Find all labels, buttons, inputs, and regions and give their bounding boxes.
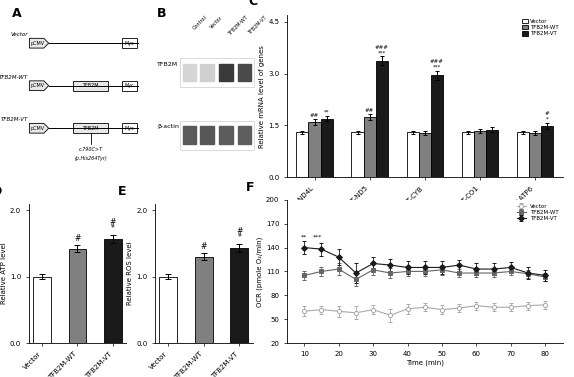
- Y-axis label: Relative ROS level: Relative ROS level: [127, 242, 133, 305]
- Bar: [461, 132, 474, 177]
- Bar: [296, 132, 308, 177]
- Text: TFB2M: TFB2M: [157, 62, 179, 67]
- Bar: [541, 126, 553, 177]
- Text: #: #: [74, 234, 81, 244]
- Bar: [180, 121, 254, 150]
- Text: ###: ###: [430, 60, 444, 64]
- Y-axis label: OCR (pmole O₂/min): OCR (pmole O₂/min): [257, 236, 263, 307]
- Bar: [219, 64, 233, 81]
- Text: pCMV: pCMV: [30, 83, 44, 88]
- Bar: [183, 127, 196, 144]
- Text: Control: Control: [192, 15, 208, 31]
- Text: TFB2M-VT: TFB2M-VT: [247, 15, 267, 35]
- Bar: [104, 239, 122, 343]
- Text: c.790C>T: c.790C>T: [79, 147, 103, 152]
- Text: *: *: [546, 117, 549, 122]
- Text: B: B: [157, 7, 167, 20]
- Polygon shape: [29, 38, 49, 48]
- Text: C: C: [249, 0, 258, 8]
- Text: Myc: Myc: [125, 83, 134, 88]
- Bar: [33, 277, 51, 343]
- Text: TFB2M-WT: TFB2M-WT: [0, 75, 28, 80]
- Bar: [230, 248, 248, 343]
- Text: **: **: [324, 109, 329, 114]
- Text: ***: ***: [313, 234, 323, 240]
- Text: #: #: [236, 227, 242, 236]
- Text: F: F: [246, 181, 254, 194]
- Bar: [418, 133, 431, 177]
- Text: pCMV: pCMV: [30, 126, 44, 131]
- Text: **: **: [301, 234, 307, 240]
- Bar: [376, 61, 388, 177]
- Text: #: #: [110, 218, 116, 227]
- FancyBboxPatch shape: [122, 81, 137, 90]
- FancyBboxPatch shape: [73, 81, 108, 90]
- Bar: [200, 127, 214, 144]
- Text: β-actin: β-actin: [157, 124, 179, 129]
- Bar: [200, 64, 214, 81]
- Legend: Vector, TFB2M-WT, TFB2M-VT: Vector, TFB2M-WT, TFB2M-VT: [516, 202, 560, 222]
- Bar: [183, 64, 196, 81]
- Bar: [321, 118, 333, 177]
- Text: pCMV: pCMV: [30, 41, 44, 46]
- Bar: [431, 75, 443, 177]
- FancyBboxPatch shape: [122, 123, 137, 133]
- Text: #: #: [200, 242, 207, 251]
- Text: E: E: [118, 185, 126, 198]
- Text: Myc: Myc: [125, 41, 134, 46]
- Text: D: D: [0, 185, 2, 198]
- X-axis label: Time (min): Time (min): [406, 360, 444, 366]
- Bar: [517, 132, 529, 177]
- Text: (p.His264Tyr): (p.His264Tyr): [74, 156, 107, 161]
- Text: ##: ##: [310, 113, 319, 118]
- Text: *: *: [111, 224, 115, 233]
- Bar: [69, 249, 86, 343]
- Text: ***: ***: [378, 50, 386, 55]
- Bar: [160, 277, 177, 343]
- Bar: [486, 130, 498, 177]
- Text: ***: ***: [433, 65, 441, 70]
- Bar: [406, 132, 418, 177]
- Bar: [351, 132, 363, 177]
- Bar: [180, 58, 254, 87]
- Polygon shape: [29, 81, 49, 90]
- Bar: [238, 64, 251, 81]
- Bar: [474, 131, 486, 177]
- Bar: [238, 127, 251, 144]
- Text: Vector: Vector: [209, 15, 224, 29]
- Text: TFB2M-WT: TFB2M-WT: [227, 15, 249, 37]
- Text: TFB2M: TFB2M: [83, 83, 99, 88]
- Polygon shape: [29, 123, 49, 133]
- Text: ##: ##: [365, 108, 374, 113]
- Text: Vector: Vector: [10, 32, 28, 37]
- Legend: Vector, TFB2M-WT, TFB2M-VT: Vector, TFB2M-WT, TFB2M-VT: [521, 18, 560, 37]
- Text: #: #: [545, 112, 549, 116]
- Bar: [363, 117, 376, 177]
- FancyBboxPatch shape: [73, 123, 108, 133]
- Text: TFB2M-VT: TFB2M-VT: [1, 117, 28, 122]
- Text: *: *: [237, 233, 241, 242]
- FancyBboxPatch shape: [122, 38, 137, 48]
- Text: TFB2M: TFB2M: [83, 126, 99, 131]
- Bar: [529, 133, 541, 177]
- Bar: [195, 257, 212, 343]
- Text: ###: ###: [375, 44, 389, 49]
- Bar: [308, 122, 321, 177]
- Text: A: A: [12, 7, 22, 20]
- Bar: [219, 127, 233, 144]
- Y-axis label: Relative mRNA level of genes: Relative mRNA level of genes: [259, 45, 265, 147]
- Text: Myc: Myc: [125, 126, 134, 131]
- Y-axis label: Relative ATP level: Relative ATP level: [1, 242, 7, 304]
